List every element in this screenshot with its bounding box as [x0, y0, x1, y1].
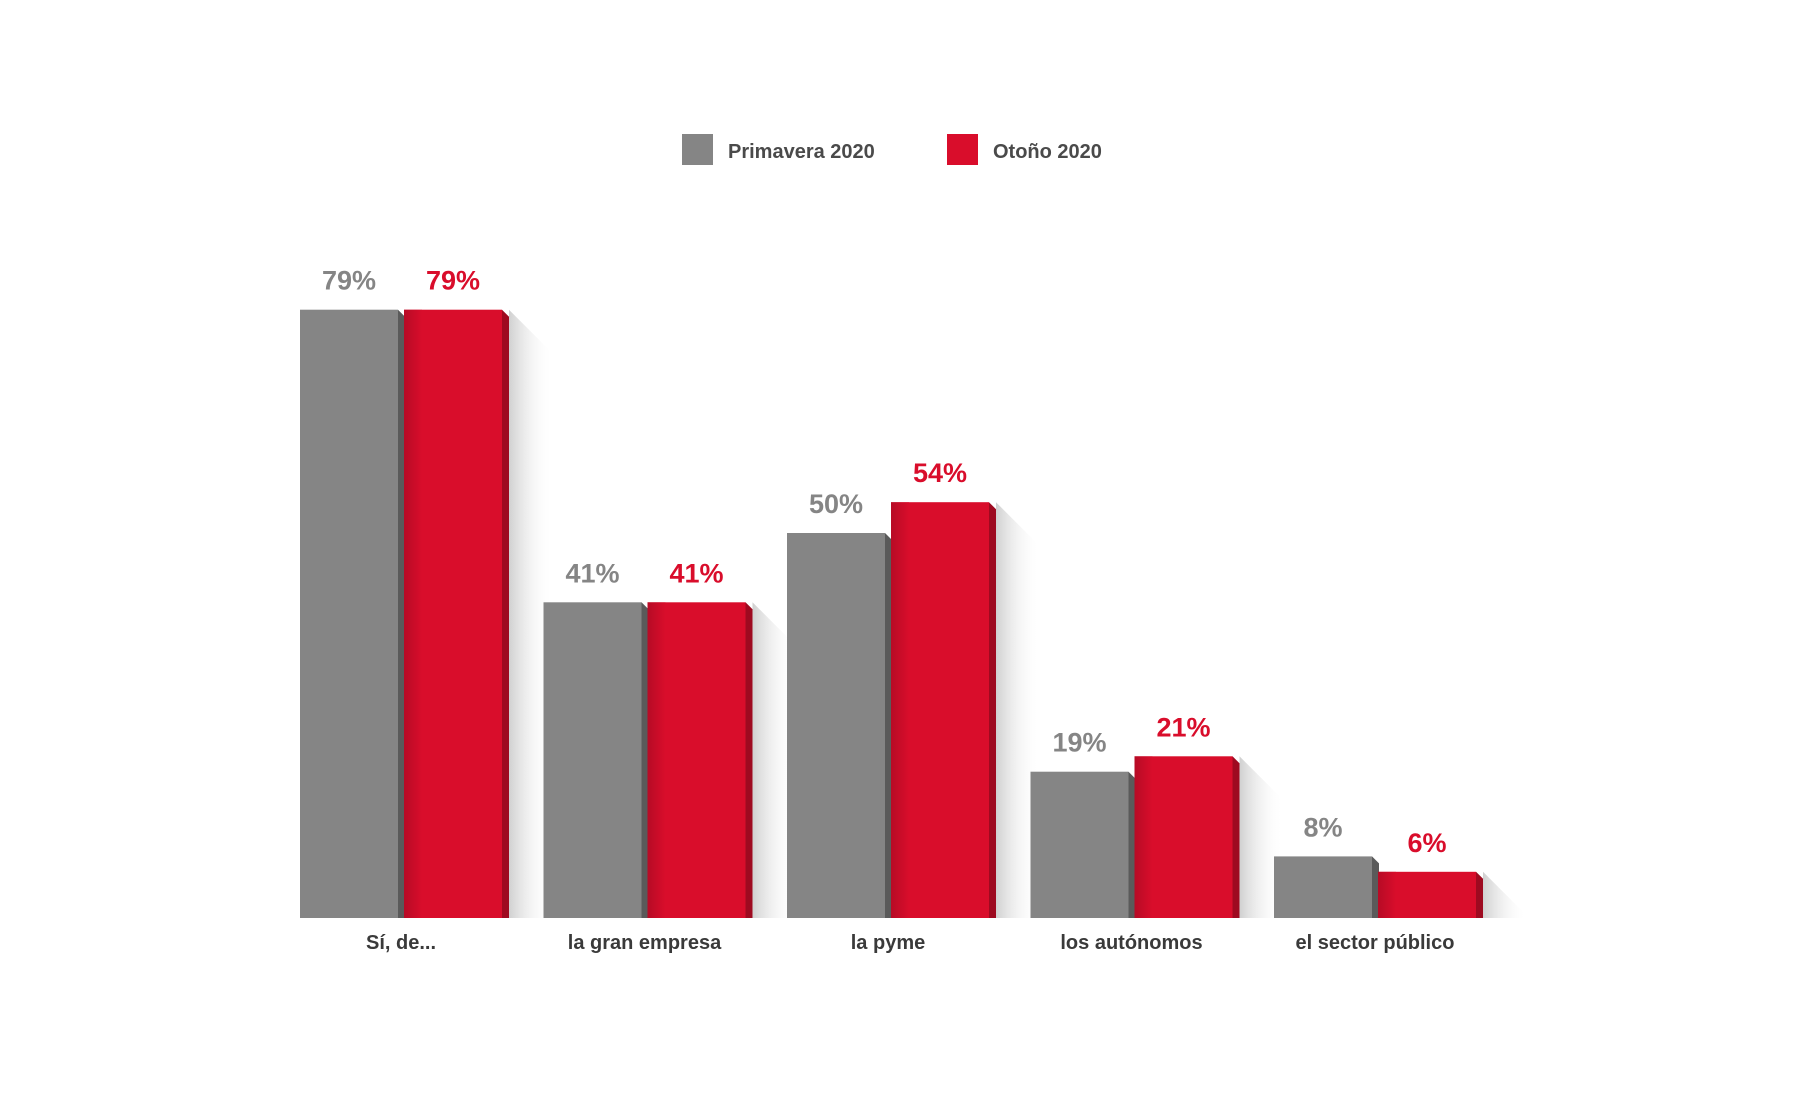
category-label: Sí, de... — [366, 932, 436, 954]
category-label: la pyme — [851, 932, 925, 954]
bars — [300, 309, 1483, 918]
value-label: 21% — [1156, 712, 1210, 742]
value-label: 8% — [1303, 812, 1342, 842]
bar-side — [885, 533, 892, 918]
category-label: la gran empresa — [568, 932, 722, 954]
bar — [1274, 856, 1372, 918]
bar-shadow — [1239, 756, 1284, 918]
value-label: 50% — [809, 489, 863, 519]
bar-side — [398, 309, 405, 918]
value-label: 79% — [322, 266, 376, 296]
bar-side — [989, 502, 996, 918]
bar-side — [745, 602, 753, 918]
bar-shadow — [509, 309, 553, 918]
bar-shadow — [752, 602, 797, 918]
category-label: los autónomos — [1060, 932, 1202, 954]
legend-swatch-otono — [947, 134, 978, 165]
legend-label-otono: Otoño 2020 — [993, 141, 1102, 163]
bar-side — [1128, 771, 1136, 918]
legend-swatch-primavera — [682, 134, 713, 165]
legend-item-primavera: Primavera 2020 — [682, 134, 875, 165]
value-label: 79% — [426, 266, 480, 296]
bar-shading — [1378, 871, 1396, 918]
bar-side — [1476, 871, 1483, 918]
bar-shading — [1134, 756, 1153, 918]
legend: Primavera 2020 Otoño 2020 — [682, 134, 1102, 165]
bar — [543, 602, 642, 918]
category-labels: Sí, de... la gran empresa la pyme los autón… — [366, 932, 1454, 954]
bar-side — [1372, 856, 1379, 918]
bar-shadows — [509, 309, 1527, 918]
value-label: 54% — [913, 458, 967, 488]
bar-shadow — [1483, 871, 1527, 918]
bar-side — [502, 309, 509, 918]
bar-shading — [404, 309, 422, 918]
value-label: 19% — [1052, 728, 1106, 758]
bar-shading — [647, 602, 666, 918]
category-label: el sector público — [1296, 932, 1455, 954]
bar-shading — [891, 502, 909, 918]
legend-item-otono: Otoño 2020 — [947, 134, 1102, 165]
bar-side — [641, 602, 649, 918]
bar-shadow — [996, 502, 1040, 918]
bar — [1030, 771, 1129, 918]
bar — [787, 533, 885, 918]
value-label: 41% — [565, 558, 619, 588]
legend-label-primavera: Primavera 2020 — [728, 141, 875, 163]
bar-side — [1232, 756, 1240, 918]
value-label: 6% — [1407, 828, 1446, 858]
bar — [300, 309, 398, 918]
value-labels: 79% 79% 41% 41% 50% 54% 19% 21% 8% 6% — [322, 266, 1447, 858]
value-label: 41% — [669, 558, 723, 588]
